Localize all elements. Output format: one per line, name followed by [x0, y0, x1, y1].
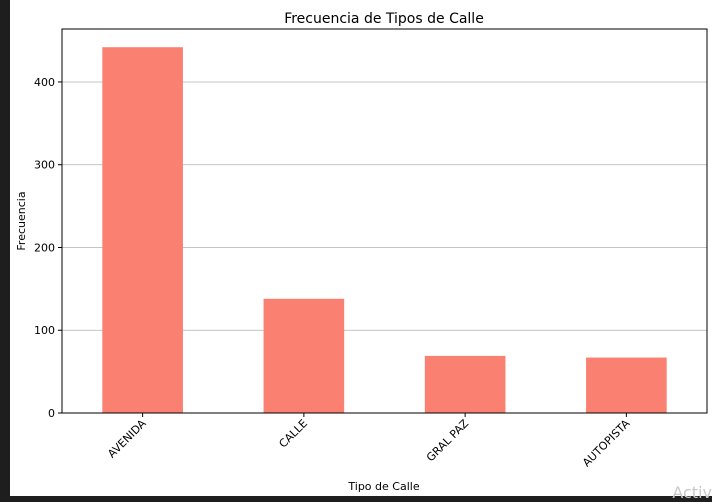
y-tick-label: 100 [34, 324, 55, 337]
x-tick-label: CALLE [276, 417, 310, 451]
bar-avenida [102, 47, 183, 413]
bars [102, 47, 667, 413]
y-tick-label: 0 [48, 407, 55, 420]
y-tick-label: 200 [34, 241, 55, 254]
bar-calle [263, 298, 345, 413]
y-axis: 0 100 200 300 400 [34, 76, 62, 420]
x-axis-label: Tipo de Calle [347, 480, 419, 493]
chart-title: Frecuencia de Tipos de Calle [284, 11, 484, 27]
bar-autopista [586, 357, 667, 413]
x-tick-label: AUTOPISTA [580, 417, 633, 470]
x-tick-label: AVENIDA [105, 417, 149, 461]
activation-watermark: Activ [672, 483, 712, 502]
x-axis: AVENIDA CALLE GRAL PAZ AUTOPISTA [105, 413, 633, 469]
bar-chart: Frecuencia de Tipos de Calle 0 100 200 300 4… [15, 11, 708, 493]
y-tick-label: 300 [34, 159, 55, 172]
y-axis-label: Frecuencia [15, 191, 28, 250]
chart-frame: Frecuencia de Tipos de Calle 0 100 200 300 4… [10, 0, 712, 496]
y-tick-label: 400 [34, 76, 55, 89]
bar-gral-paz [424, 355, 506, 413]
x-tick-label: GRAL PAZ [424, 417, 472, 465]
axes-frame [61, 28, 708, 414]
